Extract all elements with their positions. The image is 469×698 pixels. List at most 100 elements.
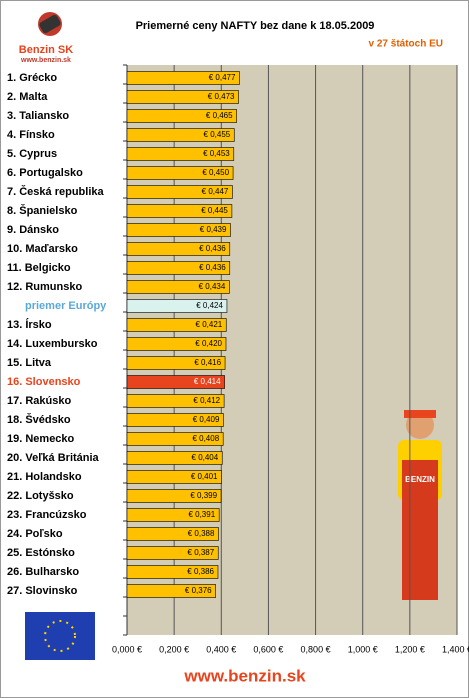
x-tick-label: 0,000 € xyxy=(112,644,142,654)
mechanic-figure: BENZIN xyxy=(398,410,442,600)
value-label: € 0,465 xyxy=(206,111,233,120)
bar xyxy=(126,185,233,199)
value-label: € 0,408 xyxy=(192,434,219,443)
bar xyxy=(126,527,219,541)
value-label: € 0,421 xyxy=(196,320,223,329)
value-label: € 0,391 xyxy=(188,510,215,519)
value-label: € 0,409 xyxy=(193,415,220,424)
bar xyxy=(126,318,227,332)
category-label: 12. Rumunsko xyxy=(7,281,82,293)
bar xyxy=(126,508,220,522)
category-label: 1. Grécko xyxy=(7,72,57,84)
category-label: priemer Európy xyxy=(25,300,107,312)
bar xyxy=(126,223,231,237)
category-label: 7. Česká republika xyxy=(7,185,104,198)
category-label: 13. Írsko xyxy=(7,318,52,331)
category-label: 26. Bulharsko xyxy=(7,566,79,578)
category-label: 22. Lotyšsko xyxy=(7,490,74,502)
x-tick-label: 0,200 € xyxy=(159,644,189,654)
bar xyxy=(126,546,219,560)
value-label: € 0,477 xyxy=(209,73,236,82)
bar xyxy=(126,299,228,313)
category-label: 23. Francúzsko xyxy=(7,509,87,521)
category-label: 10. Maďarsko xyxy=(7,243,78,255)
value-label: € 0,386 xyxy=(187,567,214,576)
bar xyxy=(126,166,234,180)
x-tick-label: 1,000 € xyxy=(348,644,378,654)
category-label: 15. Litva xyxy=(7,357,52,369)
bar xyxy=(126,584,216,598)
x-tick-label: 0,800 € xyxy=(301,644,331,654)
logo xyxy=(38,12,62,36)
bar xyxy=(126,128,235,142)
x-tick-label: 0,600 € xyxy=(253,644,283,654)
bar xyxy=(126,261,231,275)
x-tick-label: 0,400 € xyxy=(206,644,236,654)
category-label: 2. Malta xyxy=(7,91,48,103)
bar xyxy=(126,470,222,484)
value-label: € 0,434 xyxy=(199,282,226,291)
category-label: 19. Nemecko xyxy=(7,433,75,445)
value-label: € 0,453 xyxy=(203,149,230,158)
category-label: 24. Poľsko xyxy=(7,528,63,540)
category-label: 27. Slovinsko xyxy=(7,585,78,597)
bar xyxy=(126,413,224,427)
category-label: 3. Taliansko xyxy=(7,110,69,122)
bar xyxy=(126,280,230,294)
value-label: € 0,445 xyxy=(201,206,228,215)
logo-text: Benzin SK xyxy=(19,44,73,56)
bar xyxy=(126,337,227,351)
value-label: € 0,420 xyxy=(195,339,222,348)
bar xyxy=(126,565,219,579)
category-label: 20. Veľká Británia xyxy=(7,452,100,464)
category-label: 18. Švédsko xyxy=(7,413,71,426)
value-label: € 0,414 xyxy=(194,377,221,386)
bar xyxy=(126,432,224,446)
chart-title: Priemerné ceny NAFTY bez dane k 18.05.20… xyxy=(136,20,375,32)
category-label: 14. Luxembursko xyxy=(7,338,98,350)
value-label: € 0,447 xyxy=(202,187,229,196)
value-label: € 0,436 xyxy=(199,263,226,272)
category-label: 6. Portugalsko xyxy=(7,167,83,179)
value-label: € 0,439 xyxy=(200,225,227,234)
bar xyxy=(126,204,233,218)
bar xyxy=(126,489,222,503)
category-label: 25. Estónsko xyxy=(7,547,75,559)
category-label: 21. Holandsko xyxy=(7,471,82,483)
value-label: € 0,416 xyxy=(194,358,221,367)
svg-text:BENZIN: BENZIN xyxy=(405,475,435,484)
category-label: 17. Rakúsko xyxy=(7,395,71,407)
category-label: 11. Belgicko xyxy=(7,262,71,274)
category-label: 9. Dánsko xyxy=(7,224,59,236)
value-label: € 0,412 xyxy=(193,396,220,405)
bar xyxy=(126,451,223,465)
bar xyxy=(126,147,235,161)
bar xyxy=(126,356,226,370)
value-label: € 0,399 xyxy=(190,491,217,500)
value-label: € 0,388 xyxy=(188,529,215,538)
value-label: € 0,424 xyxy=(196,301,223,310)
bar xyxy=(126,375,225,389)
bar xyxy=(126,109,237,123)
category-label: 8. Španielsko xyxy=(7,204,78,217)
chart-subtitle: v 27 štátoch EU xyxy=(369,39,443,50)
bar xyxy=(126,394,225,408)
value-label: € 0,401 xyxy=(191,472,218,481)
value-label: € 0,450 xyxy=(202,168,229,177)
footer: www.benzin.sk xyxy=(183,666,306,685)
value-label: € 0,473 xyxy=(208,92,235,101)
eu-flag xyxy=(25,612,95,660)
value-label: € 0,387 xyxy=(188,548,215,557)
x-tick-label: 1,200 € xyxy=(395,644,425,654)
value-label: € 0,436 xyxy=(199,244,226,253)
x-tick-label: 1,400 € xyxy=(442,644,469,654)
value-label: € 0,376 xyxy=(185,586,212,595)
bar xyxy=(126,90,239,104)
logo-url: www.benzin.sk xyxy=(20,57,71,64)
value-label: € 0,404 xyxy=(192,453,219,462)
value-label: € 0,455 xyxy=(204,130,231,139)
category-label: 16. Slovensko xyxy=(7,376,81,388)
bar xyxy=(126,71,240,85)
category-label: 4. Fínsko xyxy=(7,129,55,141)
